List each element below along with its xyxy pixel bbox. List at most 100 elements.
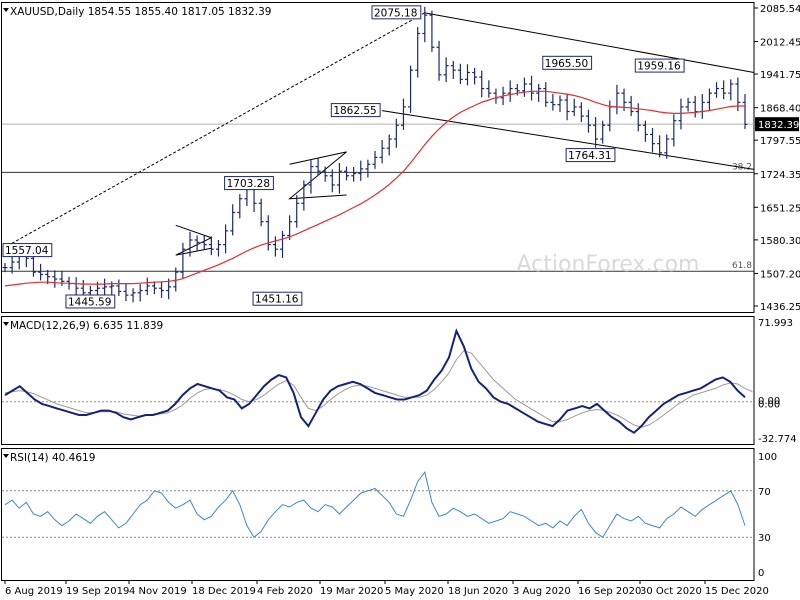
price-bar — [642, 120, 648, 142]
moving-average-line — [4, 90, 745, 287]
panel-frame-1 — [1, 2, 755, 313]
price-bar — [351, 167, 357, 182]
macd-ytick-label: 0.00 — [758, 399, 780, 410]
price-bar — [265, 215, 271, 251]
channel-upper-line — [424, 12, 755, 73]
price-bar — [578, 102, 584, 123]
price-annotation-label: 1445.59 — [68, 296, 111, 308]
x-tick-label: 19 Mar 2020 — [320, 586, 383, 597]
price-bar — [151, 281, 157, 295]
rsi-ytick-label: 30 — [758, 533, 771, 544]
price-bar — [571, 98, 577, 117]
price-bar — [365, 159, 371, 178]
x-tick-label: 15 Dec 2020 — [705, 586, 769, 597]
price-bar — [721, 80, 727, 100]
price-bar — [102, 278, 108, 296]
price-bar — [742, 94, 748, 129]
price-bar — [465, 64, 470, 86]
price-bar — [692, 95, 698, 118]
price-bar — [123, 283, 129, 302]
price-ytick-label: 2012.45 — [760, 38, 800, 49]
macd-ytick-label: -32.774 — [758, 434, 797, 445]
price-bar — [322, 166, 328, 182]
macd-signal-line — [4, 350, 753, 428]
price-annotation-box — [2, 243, 53, 258]
price-ytick-label: 1436.25 — [760, 302, 800, 313]
rsi-title: RSI(14) 40.4619 — [10, 452, 95, 464]
price-bar — [536, 83, 542, 102]
price-annotation-label: 1965.50 — [545, 58, 588, 70]
price-annotation-label: 1703.28 — [227, 178, 270, 190]
macd-title: MACD(12,26,9) 6.635 11.839 — [10, 320, 163, 332]
x-tick-label: 4 Feb 2020 — [257, 586, 313, 597]
price-bar — [507, 80, 513, 102]
price-annotation-label: 1764.31 — [568, 150, 611, 162]
price-bar — [706, 88, 712, 112]
price-bar — [344, 166, 350, 181]
price-bar — [272, 236, 278, 257]
price-bar — [230, 204, 236, 236]
price-bar — [479, 70, 485, 98]
price-bar — [457, 63, 463, 84]
price-bar — [671, 114, 677, 147]
price-bar — [358, 160, 364, 181]
price-bar — [443, 57, 449, 83]
macd-ytick-label: 71.993 — [758, 318, 793, 329]
price-ytick-label: 1580.30 — [760, 236, 800, 247]
price-bar — [650, 128, 655, 153]
price-annotation-label: 1862.55 — [333, 105, 376, 117]
price-bar — [664, 134, 670, 159]
collapse-arrow-icon[interactable] — [3, 322, 9, 326]
price-bar — [422, 6, 428, 43]
price-bar — [38, 263, 44, 281]
price-ytick-label: 1868.40 — [760, 104, 800, 115]
rsi-line — [4, 471, 746, 538]
price-annotation-box — [542, 55, 593, 70]
price-bar — [400, 98, 406, 130]
panel-frame-3 — [1, 448, 755, 581]
price-bar — [130, 288, 136, 303]
price-bar — [116, 279, 122, 297]
price-annotation-box — [252, 291, 303, 306]
price-bar — [137, 284, 143, 302]
price-bar — [728, 79, 734, 101]
price-bar — [408, 65, 414, 113]
price-ytick-label: 1724.35 — [760, 170, 800, 181]
x-tick-label: 4 Nov 2019 — [129, 586, 187, 597]
x-tick-label: 16 Sep 2020 — [578, 586, 641, 597]
price-bar — [685, 97, 691, 112]
price-bar — [543, 82, 549, 107]
price-bar — [237, 194, 243, 219]
price-bar — [280, 230, 285, 258]
price-bar — [550, 94, 556, 111]
rsi-ytick-label: 100 — [758, 452, 777, 463]
price-bar — [678, 98, 684, 130]
chart-title: XAUUSD,Daily 1854.55 1855.40 1817.05 183… — [10, 6, 271, 18]
triangle-pattern — [175, 224, 213, 256]
x-tick-label: 19 Sep 2019 — [66, 586, 129, 597]
price-bar — [9, 255, 15, 274]
collapse-arrow-icon[interactable] — [3, 454, 9, 458]
price-annotation-box — [371, 5, 422, 20]
price-bar — [393, 118, 399, 148]
price-bar — [201, 235, 207, 250]
price-bar — [429, 10, 435, 52]
price-bar — [564, 93, 570, 121]
price-bar — [635, 103, 641, 132]
price-annotation-label: 1959.16 — [637, 61, 681, 73]
price-annotation-box — [634, 58, 685, 73]
price-bar — [486, 80, 492, 98]
price-bar — [329, 169, 335, 193]
price-bar — [166, 278, 172, 300]
price-bar — [585, 109, 591, 133]
x-tick-label: 18 Jun 2020 — [448, 586, 508, 597]
price-annotation-label: 1557.04 — [5, 245, 49, 257]
price-ytick-label: 1941.75 — [760, 70, 800, 81]
price-bar — [315, 158, 321, 176]
price-bar — [336, 162, 342, 194]
watermark: ActionForex.com — [517, 252, 700, 277]
collapse-arrow-icon[interactable] — [3, 8, 9, 12]
price-annotation-box — [224, 176, 274, 191]
channel-lower-line — [382, 110, 755, 170]
